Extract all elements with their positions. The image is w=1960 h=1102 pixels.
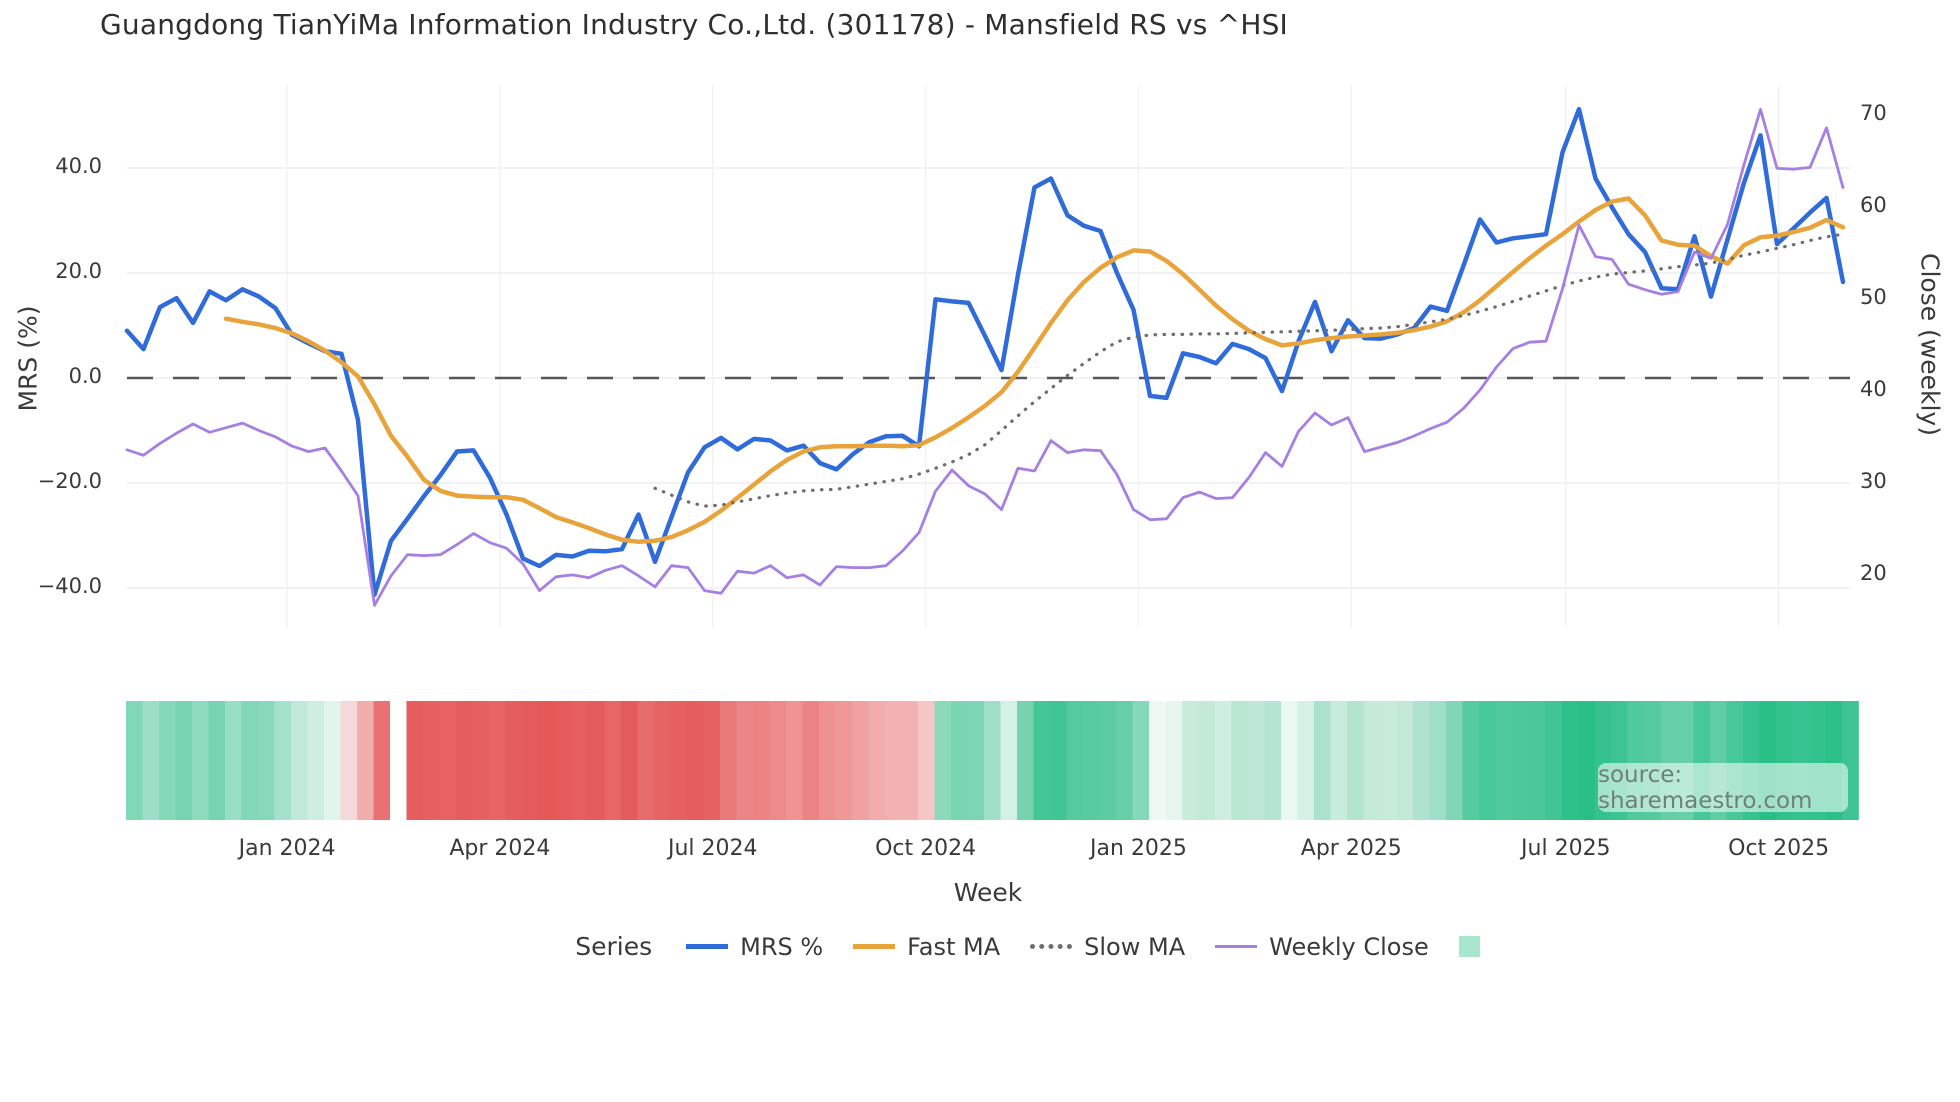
legend-item-label: Fast MA [907, 932, 1001, 961]
slow-ma-dotted-swatch-icon [1030, 944, 1073, 949]
left-axis-tick-label: −20.0 [37, 469, 102, 493]
right-axis-title: Close (weekly) [1915, 253, 1945, 436]
x-axis-tick-label: Jan 2025 [1089, 836, 1187, 861]
left-axis-tick-label: −40.0 [37, 574, 102, 598]
mrs-line-swatch-icon [686, 944, 729, 949]
legend-item-fast-ma[interactable]: Fast MA [853, 933, 1000, 961]
legend-item-label: Weekly Close [1269, 932, 1429, 961]
right-axis-tick-label: 60 [1860, 193, 1887, 217]
source-attribution: source: sharemaestro.com [1598, 761, 1848, 814]
source-text: source: sharemaestro.com [1598, 761, 1813, 814]
series-lines [124, 106, 1850, 607]
x-axis-tick-label: Jul 2024 [667, 836, 758, 861]
fast-ma-line-swatch-icon [853, 944, 896, 949]
x-axis-tick-label: Oct 2024 [875, 836, 977, 861]
right-axis-tick-label: 30 [1860, 469, 1887, 493]
x-axis-title: Week [953, 878, 1023, 907]
legend-item-label: Slow MA [1084, 932, 1186, 961]
legend: Series MRS % Fast MA Slow MA Weekly Clos… [95, 932, 1960, 961]
legend-item-weekly-close[interactable]: Weekly Close [1215, 933, 1429, 961]
weekly-close-line-swatch-icon [1215, 945, 1258, 948]
heat-strip-swatch-icon [1458, 936, 1480, 957]
x-axis-tick-label: Jul 2025 [1521, 836, 1611, 861]
legend-item-label: MRS % [740, 932, 824, 961]
legend-item-mrs[interactable]: MRS % [686, 933, 823, 961]
left-axis-tick-label: 20.0 [55, 259, 102, 283]
left-axis-tick-label: 40.0 [55, 154, 102, 178]
right-axis-tick-label: 20 [1860, 561, 1887, 585]
x-axis-tick-label: Oct 2025 [1728, 836, 1830, 861]
x-axis-tick-label: Jan 2024 [238, 836, 336, 861]
x-axis-tick-label: Apr 2024 [449, 836, 551, 861]
right-axis-tick-label: 40 [1860, 377, 1887, 401]
left-axis-title: MRS (%) [13, 305, 43, 412]
legend-title: Series [575, 932, 653, 961]
legend-item-slow-ma[interactable]: Slow MA [1030, 933, 1185, 961]
right-axis-tick-label: 70 [1860, 101, 1887, 125]
x-axis-tick-label: Apr 2025 [1300, 836, 1402, 861]
left-axis-tick-label: 0.0 [68, 364, 102, 388]
right-axis-tick-label: 50 [1860, 285, 1887, 309]
page-title: Guangdong TianYiMa Information Industry … [100, 8, 1289, 41]
